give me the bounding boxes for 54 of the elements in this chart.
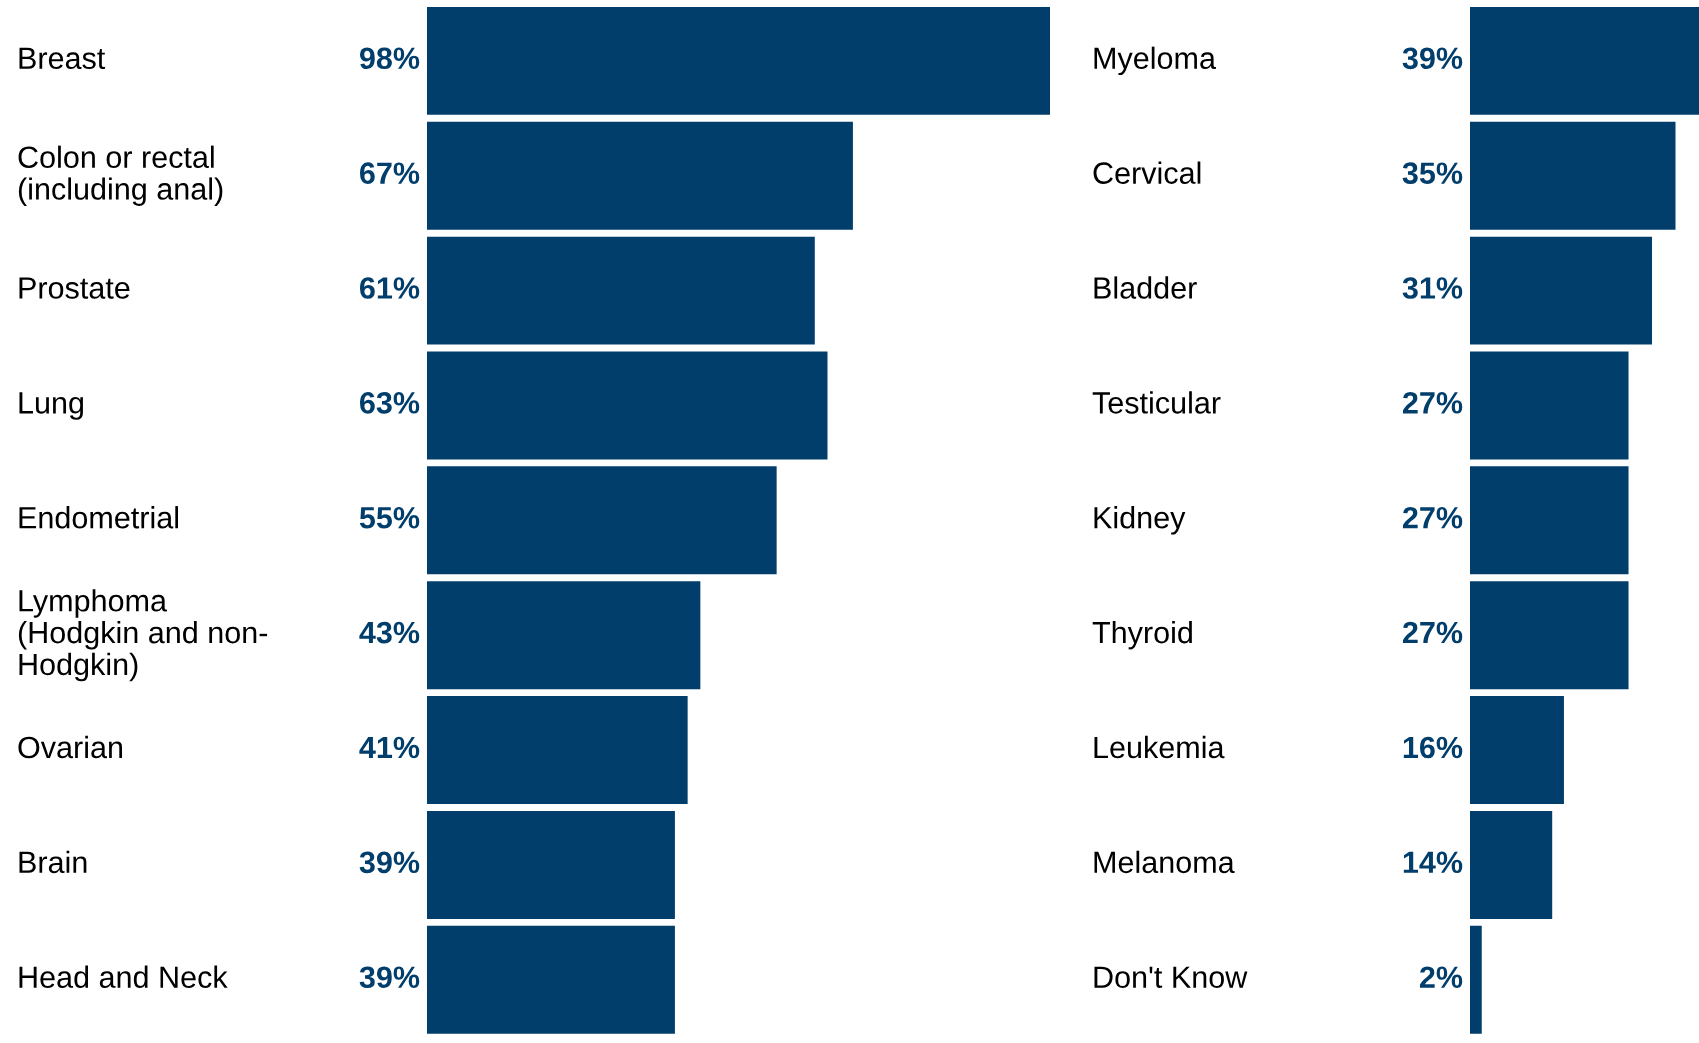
y-tick-label: Breast bbox=[19, 47, 106, 70]
bar bbox=[427, 581, 701, 690]
y-tick-label: Myeloma bbox=[1094, 46, 1216, 76]
data-label: 39% bbox=[359, 851, 420, 874]
data-label: 27% bbox=[1402, 621, 1463, 644]
y-tick-label: Head and Neck bbox=[19, 965, 228, 989]
y-tick-label: Endometrial bbox=[19, 506, 178, 529]
data-label: 35% bbox=[1402, 162, 1463, 184]
data-label: 63% bbox=[360, 392, 420, 414]
data-label: 98% bbox=[359, 47, 420, 70]
y-tick-label: Thyroid bbox=[1092, 620, 1192, 650]
bar bbox=[427, 121, 853, 230]
y-tick-label: Lung bbox=[19, 392, 84, 420]
data-label: 41% bbox=[359, 736, 420, 759]
y-tick-label: Cervical bbox=[1093, 161, 1201, 184]
data-label: 39% bbox=[1402, 47, 1463, 70]
bar bbox=[1470, 236, 1653, 345]
y-tick-label: Prostate bbox=[19, 277, 130, 299]
bar bbox=[1470, 351, 1629, 460]
bar bbox=[427, 236, 815, 345]
data-label: 43% bbox=[359, 621, 420, 644]
bar bbox=[427, 6, 1050, 115]
bar bbox=[427, 351, 828, 460]
data-label: 31% bbox=[1402, 277, 1463, 299]
data-label: 27% bbox=[1402, 506, 1463, 529]
bar bbox=[427, 925, 675, 1034]
bar bbox=[427, 466, 777, 575]
data-label: 14% bbox=[1403, 851, 1463, 874]
data-label: 61% bbox=[360, 277, 420, 299]
bar bbox=[1470, 810, 1553, 919]
y-tick-label: Lymphoma (Hodgkin and non- Hodgkin) bbox=[18, 589, 268, 682]
bar bbox=[1470, 696, 1564, 805]
bar bbox=[427, 696, 688, 805]
bar bbox=[1470, 466, 1629, 575]
y-tick-label: Leukemia bbox=[1094, 735, 1225, 759]
data-label: 16% bbox=[1403, 736, 1463, 759]
y-tick-label: Colon or rectal (including anal) bbox=[18, 145, 223, 206]
y-tick-label: Testicular bbox=[1092, 391, 1221, 414]
bar bbox=[1470, 121, 1676, 230]
data-label: 2% bbox=[1419, 966, 1463, 988]
y-tick-label: Melanoma bbox=[1094, 850, 1235, 874]
y-tick-label: Bladder bbox=[1094, 276, 1197, 299]
y-tick-label: Brain bbox=[19, 850, 87, 874]
data-label: 27% bbox=[1402, 392, 1463, 414]
bar bbox=[1470, 581, 1629, 690]
bar bbox=[427, 810, 675, 919]
data-label: 55% bbox=[359, 506, 420, 529]
y-tick-label: Kidney bbox=[1094, 506, 1186, 535]
bar bbox=[1470, 6, 1699, 115]
data-label: 67% bbox=[360, 162, 420, 184]
y-tick-label: Ovarian bbox=[18, 735, 123, 759]
y-tick-label: Don't Know bbox=[1094, 966, 1248, 989]
data-label: 39% bbox=[359, 966, 420, 989]
bar bbox=[1470, 925, 1482, 1034]
